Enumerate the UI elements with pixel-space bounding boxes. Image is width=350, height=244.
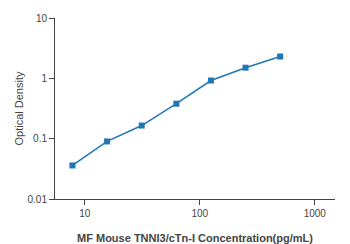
svg-text:0.1: 0.1 bbox=[33, 133, 47, 144]
svg-text:1000: 1000 bbox=[304, 208, 327, 219]
svg-text:10: 10 bbox=[79, 208, 91, 219]
svg-text:0.01: 0.01 bbox=[28, 194, 48, 205]
svg-text:10: 10 bbox=[36, 13, 48, 24]
svg-text:Optical Density: Optical Density bbox=[13, 71, 25, 145]
svg-text:MF Mouse TNNI3/cTn-I Concentra: MF Mouse TNNI3/cTn-I Concentration(pg/mL… bbox=[77, 232, 313, 244]
svg-text:1: 1 bbox=[41, 73, 47, 84]
svg-text:100: 100 bbox=[191, 208, 208, 219]
